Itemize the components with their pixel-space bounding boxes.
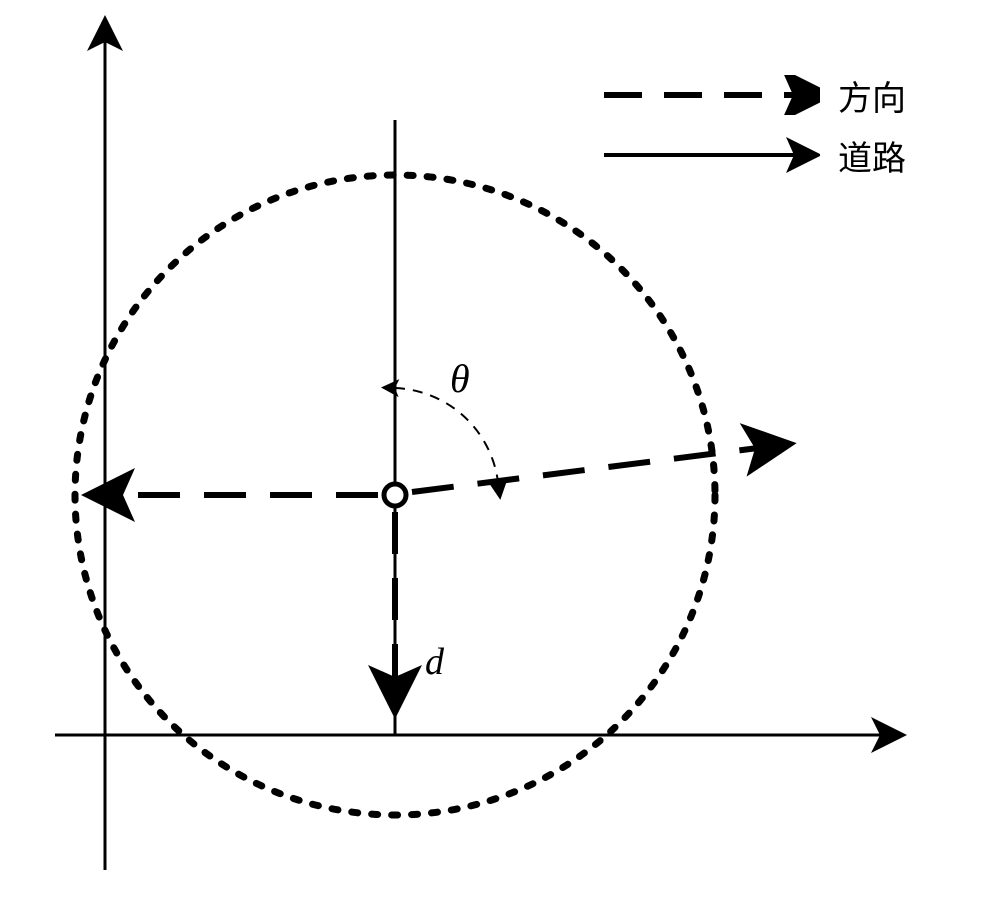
theta-label: θ xyxy=(450,355,470,402)
legend-label-road: 道路 xyxy=(838,131,906,180)
legend-row-road: 道路 xyxy=(600,125,960,185)
legend-dashed-arrow-icon xyxy=(600,75,820,115)
angle-arc-theta xyxy=(395,388,498,482)
center-point xyxy=(384,484,406,506)
legend-row-direction: 方向 xyxy=(600,65,960,125)
d-label: d xyxy=(425,640,444,684)
direction-arrow-right xyxy=(412,448,758,492)
legend: 方向 道路 xyxy=(600,65,960,185)
legend-solid-arrow-icon xyxy=(600,135,820,175)
legend-label-direction: 方向 xyxy=(838,71,906,120)
